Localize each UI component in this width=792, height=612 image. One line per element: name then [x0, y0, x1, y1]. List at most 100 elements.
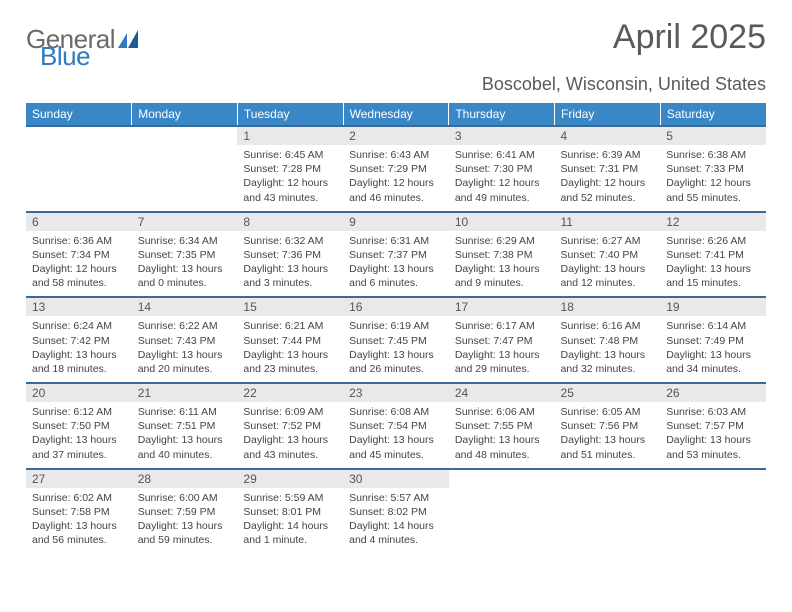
day-number: 10	[449, 212, 555, 231]
sunrise-text: Sunrise: 6:22 AM	[138, 319, 232, 333]
sunset-text: Sunset: 7:58 PM	[32, 505, 126, 519]
sunrise-text: Sunrise: 5:57 AM	[349, 491, 443, 505]
sunrise-text: Sunrise: 6:27 AM	[561, 234, 655, 248]
daynum-row: 27282930	[26, 469, 766, 488]
daylight-text: Daylight: 13 hours and 56 minutes.	[32, 519, 126, 547]
sunset-text: Sunset: 7:31 PM	[561, 162, 655, 176]
sunrise-text: Sunrise: 6:09 AM	[243, 405, 337, 419]
weekday-tuesday: Tuesday	[237, 103, 343, 126]
sunrise-text: Sunrise: 6:06 AM	[455, 405, 549, 419]
weekday-monday: Monday	[132, 103, 238, 126]
daylight-text: Daylight: 12 hours and 46 minutes.	[349, 176, 443, 204]
day-number: 24	[449, 383, 555, 402]
day-cell: Sunrise: 5:57 AMSunset: 8:02 PMDaylight:…	[343, 488, 449, 554]
sunrise-text: Sunrise: 6:03 AM	[666, 405, 760, 419]
day-number: 11	[555, 212, 661, 231]
sunset-text: Sunset: 7:28 PM	[243, 162, 337, 176]
weekday-friday: Friday	[555, 103, 661, 126]
day-cell	[26, 145, 132, 212]
daylight-text: Daylight: 13 hours and 32 minutes.	[561, 348, 655, 376]
day-cell: Sunrise: 6:41 AMSunset: 7:30 PMDaylight:…	[449, 145, 555, 212]
daylight-text: Daylight: 12 hours and 55 minutes.	[666, 176, 760, 204]
sunrise-text: Sunrise: 6:41 AM	[455, 148, 549, 162]
day-content-row: Sunrise: 6:24 AMSunset: 7:42 PMDaylight:…	[26, 316, 766, 383]
logo-sail-icon	[118, 30, 140, 50]
sunset-text: Sunset: 7:36 PM	[243, 248, 337, 262]
daylight-text: Daylight: 14 hours and 4 minutes.	[349, 519, 443, 547]
daylight-text: Daylight: 12 hours and 58 minutes.	[32, 262, 126, 290]
daylight-text: Daylight: 13 hours and 15 minutes.	[666, 262, 760, 290]
day-cell: Sunrise: 6:02 AMSunset: 7:58 PMDaylight:…	[26, 488, 132, 554]
logo-text-blue: Blue	[40, 41, 90, 72]
day-number: 18	[555, 297, 661, 316]
day-cell: Sunrise: 5:59 AMSunset: 8:01 PMDaylight:…	[237, 488, 343, 554]
sunset-text: Sunset: 7:45 PM	[349, 334, 443, 348]
sunrise-text: Sunrise: 6:21 AM	[243, 319, 337, 333]
day-cell: Sunrise: 6:00 AMSunset: 7:59 PMDaylight:…	[132, 488, 238, 554]
day-number: 21	[132, 383, 238, 402]
sunset-text: Sunset: 7:42 PM	[32, 334, 126, 348]
day-cell: Sunrise: 6:05 AMSunset: 7:56 PMDaylight:…	[555, 402, 661, 469]
day-cell: Sunrise: 6:16 AMSunset: 7:48 PMDaylight:…	[555, 316, 661, 383]
day-number	[555, 469, 661, 488]
day-content-row: Sunrise: 6:12 AMSunset: 7:50 PM Daylight:…	[26, 402, 766, 469]
sunset-text: Sunset: 7:57 PM	[666, 419, 760, 433]
sunrise-text: Sunrise: 6:17 AM	[455, 319, 549, 333]
daylight-text: Daylight: 13 hours and 51 minutes.	[561, 433, 655, 461]
day-cell: Sunrise: 6:31 AMSunset: 7:37 PMDaylight:…	[343, 231, 449, 298]
sunrise-text: Sunrise: 6:26 AM	[666, 234, 760, 248]
sunset-text: Sunset: 7:55 PM	[455, 419, 549, 433]
sunrise-text: Sunrise: 6:12 AM	[32, 405, 126, 419]
day-cell: Sunrise: 6:32 AMSunset: 7:36 PMDaylight:…	[237, 231, 343, 298]
sunrise-text: Sunrise: 6:00 AM	[138, 491, 232, 505]
sunset-text: Sunset: 7:35 PM	[138, 248, 232, 262]
sunset-text: Sunset: 7:50 PM	[32, 419, 126, 433]
daynum-row: 12345	[26, 126, 766, 145]
day-number: 5	[660, 126, 766, 145]
day-cell: Sunrise: 6:38 AMSunset: 7:33 PMDaylight:…	[660, 145, 766, 212]
daylight-text: Daylight: 13 hours and 18 minutes.	[32, 348, 126, 376]
day-number: 26	[660, 383, 766, 402]
page-title: April 2025	[613, 18, 766, 57]
day-cell: Sunrise: 6:19 AMSunset: 7:45 PMDaylight:…	[343, 316, 449, 383]
sunrise-text: Sunrise: 6:14 AM	[666, 319, 760, 333]
day-number: 17	[449, 297, 555, 316]
sunrise-text: Sunrise: 6:05 AM	[561, 405, 655, 419]
day-number: 29	[237, 469, 343, 488]
weekday-header-row: Sunday Monday Tuesday Wednesday Thursday…	[26, 103, 766, 126]
day-number: 2	[343, 126, 449, 145]
sunset-text: Sunset: 7:37 PM	[349, 248, 443, 262]
day-number: 4	[555, 126, 661, 145]
day-content-row: Sunrise: 6:02 AMSunset: 7:58 PMDaylight:…	[26, 488, 766, 554]
daylight-text: Daylight: 14 hours and 1 minute.	[243, 519, 337, 547]
daylight-text: Daylight: 13 hours and 26 minutes.	[349, 348, 443, 376]
daylight-text: Daylight: 13 hours and 6 minutes.	[349, 262, 443, 290]
day-cell: Sunrise: 6:21 AMSunset: 7:44 PMDaylight:…	[237, 316, 343, 383]
weekday-wednesday: Wednesday	[343, 103, 449, 126]
sunset-text: Sunset: 7:29 PM	[349, 162, 443, 176]
sunset-text: Sunset: 7:54 PM	[349, 419, 443, 433]
daylight-text: Daylight: 13 hours and 53 minutes.	[666, 433, 760, 461]
day-cell: Sunrise: 6:27 AMSunset: 7:40 PMDaylight:…	[555, 231, 661, 298]
day-number	[449, 469, 555, 488]
sunrise-text: Sunrise: 6:32 AM	[243, 234, 337, 248]
day-cell	[555, 488, 661, 554]
sunset-text: Sunset: 7:49 PM	[666, 334, 760, 348]
day-number: 13	[26, 297, 132, 316]
day-cell: Sunrise: 6:06 AMSunset: 7:55 PMDaylight:…	[449, 402, 555, 469]
sunrise-text: Sunrise: 5:59 AM	[243, 491, 337, 505]
day-number: 12	[660, 212, 766, 231]
sunset-text: Sunset: 7:33 PM	[666, 162, 760, 176]
day-number: 22	[237, 383, 343, 402]
daylight-text: Daylight: 13 hours and 45 minutes.	[349, 433, 443, 461]
sunset-text: Sunset: 7:34 PM	[32, 248, 126, 262]
day-number: 14	[132, 297, 238, 316]
day-cell: Sunrise: 6:03 AMSunset: 7:57 PMDaylight:…	[660, 402, 766, 469]
sunrise-text: Sunrise: 6:43 AM	[349, 148, 443, 162]
day-cell	[132, 145, 238, 212]
sunset-text: Sunset: 8:01 PM	[243, 505, 337, 519]
daynum-row: 13141516171819	[26, 297, 766, 316]
day-number: 6	[26, 212, 132, 231]
location-text: Boscobel, Wisconsin, United States	[26, 74, 766, 95]
day-cell: Sunrise: 6:14 AMSunset: 7:49 PMDaylight:…	[660, 316, 766, 383]
